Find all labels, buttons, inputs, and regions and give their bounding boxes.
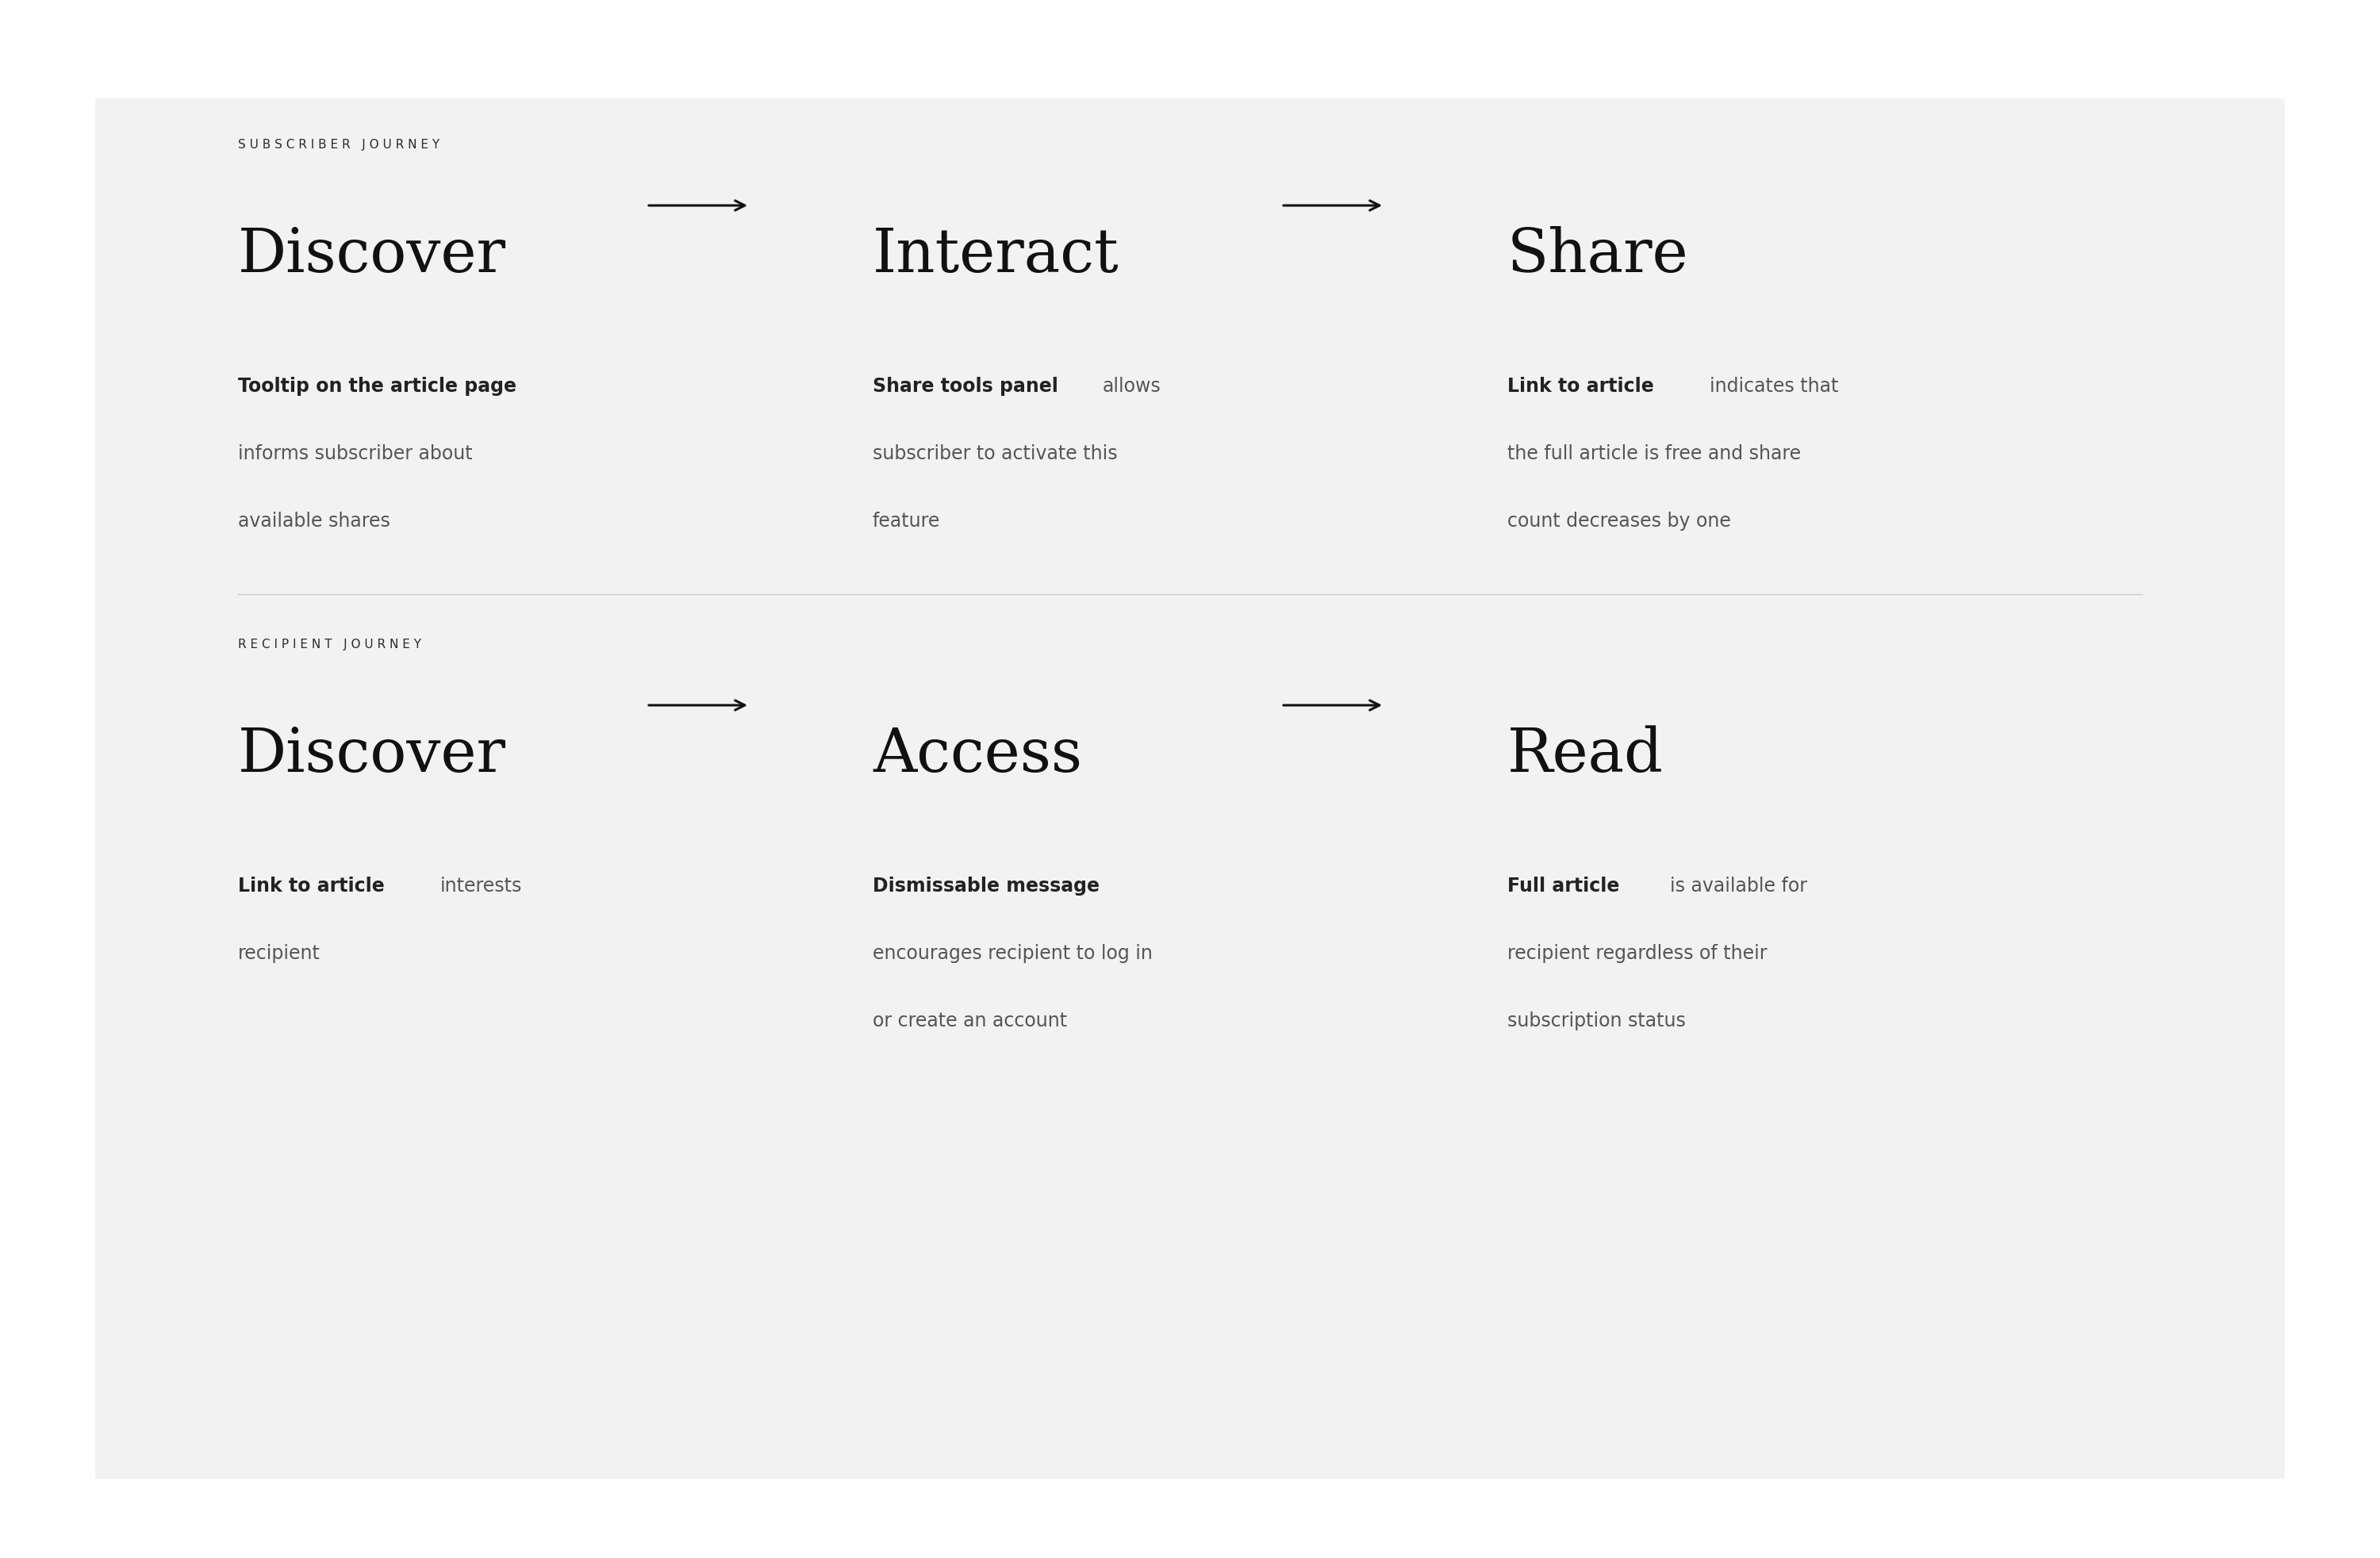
Text: interests: interests: [440, 876, 521, 896]
Text: recipient regardless of their: recipient regardless of their: [1507, 944, 1766, 963]
Text: feature: feature: [873, 511, 940, 530]
Text: Link to article: Link to article: [238, 876, 386, 896]
Text: is available for: is available for: [1671, 876, 1806, 896]
Text: Discover: Discover: [238, 726, 507, 784]
Text: Share tools panel: Share tools panel: [873, 377, 1059, 396]
FancyBboxPatch shape: [95, 100, 2285, 1479]
Text: Tooltip on the article page: Tooltip on the article page: [238, 377, 516, 396]
Text: Read: Read: [1507, 726, 1664, 784]
Text: count decreases by one: count decreases by one: [1507, 511, 1730, 530]
Text: R E C I P I E N T   J O U R N E Y: R E C I P I E N T J O U R N E Y: [238, 639, 421, 650]
Text: recipient: recipient: [238, 944, 321, 963]
Text: Discover: Discover: [238, 226, 507, 285]
Text: the full article is free and share: the full article is free and share: [1507, 444, 1802, 463]
Text: informs subscriber about: informs subscriber about: [238, 444, 474, 463]
Text: indicates that: indicates that: [1709, 377, 1837, 396]
Text: Dismissable message: Dismissable message: [873, 876, 1100, 896]
Text: subscription status: subscription status: [1507, 1011, 1685, 1030]
Text: or create an account: or create an account: [873, 1011, 1066, 1030]
Text: Access: Access: [873, 726, 1083, 784]
Text: available shares: available shares: [238, 511, 390, 530]
Text: encourages recipient to log in: encourages recipient to log in: [873, 944, 1152, 963]
Text: Interact: Interact: [873, 226, 1119, 285]
Text: Share: Share: [1507, 226, 1690, 285]
Text: Link to article: Link to article: [1507, 377, 1654, 396]
Text: allows: allows: [1102, 377, 1161, 396]
Text: S U B S C R I B E R   J O U R N E Y: S U B S C R I B E R J O U R N E Y: [238, 139, 440, 151]
Text: subscriber to activate this: subscriber to activate this: [873, 444, 1119, 463]
Text: Full article: Full article: [1507, 876, 1618, 896]
